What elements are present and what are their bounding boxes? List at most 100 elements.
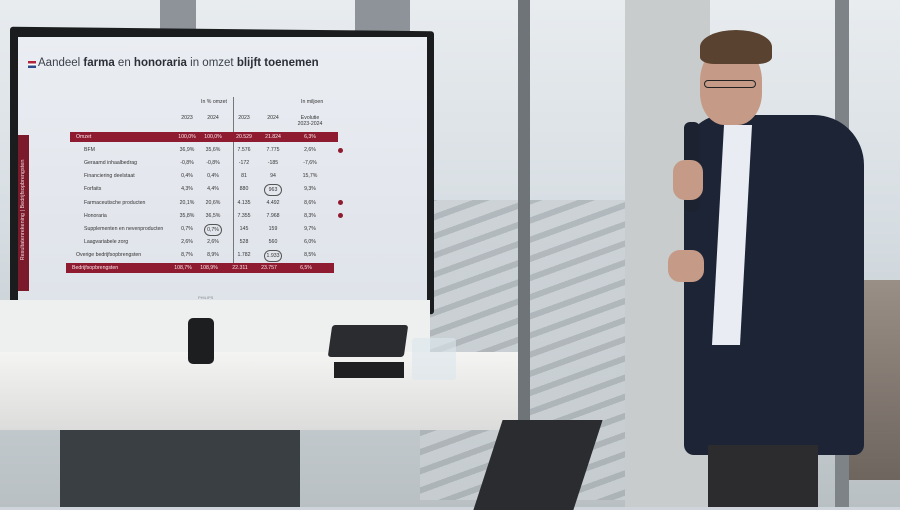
cell-value: 36,9% (179, 147, 195, 154)
window-frame (518, 0, 530, 420)
cell-value: 6,0% (304, 238, 316, 245)
cell-value: 4.492 (266, 199, 280, 206)
cell-value: 963 (264, 184, 282, 197)
cell-value: 15,7% (302, 173, 318, 180)
cell-value: 22.311 (232, 265, 248, 271)
cell-value: 9,7% (304, 225, 316, 232)
table-row: Laagvariabele zorg 2,6% 2,6% 528 560 6,0% (70, 237, 338, 247)
cell-value: 145 (239, 225, 249, 232)
marker-dot (338, 213, 343, 219)
cell-value: -172 (238, 160, 250, 167)
presenter-hair (700, 30, 772, 64)
section-label: Resultatenrekening | Bedrijfsopbrengsten (18, 135, 29, 291)
flag-icon (28, 61, 36, 68)
row-label: Farmaceutische producten (84, 199, 146, 206)
cell-value: 35,6% (205, 147, 221, 154)
cell-value: 81 (241, 173, 247, 180)
presenter-jacket (684, 115, 864, 455)
monitor-brand: PHILIPS (198, 295, 214, 300)
cell-value: 560 (268, 238, 278, 245)
table-row: Financiering deelstaat 0,4% 0,4% 81 94 15,7% (70, 171, 338, 181)
row-label: Omzet (76, 134, 92, 140)
cell-value: 1.782 (237, 251, 251, 258)
cell-value: -0,8% (206, 160, 220, 167)
cell-value: 21.824 (265, 134, 281, 140)
slide-title: Aandeel farma en honoraria in omzet blij… (38, 57, 319, 69)
cell-value: 7.355 (237, 212, 251, 219)
row-label: Geraamd inhaalbedrag (84, 160, 138, 167)
row-label: Bedrijfsopbrengsten (72, 265, 119, 271)
cell-value: 0,7% (204, 223, 222, 236)
cell-value: 7.576 (237, 147, 251, 154)
table-row: Forfaits 4,3% 4,4% 880 963 9,3% (70, 184, 338, 197)
cell-value: 8,9% (207, 251, 219, 258)
table-row: Overige bedrijfsopbrengsten 8,7% 8,9% 1.782… (70, 249, 338, 262)
cell-value: 6,3% (304, 134, 316, 140)
cell-value: 108,7% (174, 265, 192, 271)
cell-value: 8,7% (181, 251, 193, 258)
cell-value: 0,4% (207, 173, 219, 180)
cell-value: 2,6% (304, 147, 316, 154)
cell-value: 880 (239, 186, 249, 193)
water-bottles (412, 338, 456, 380)
cell-value: -185 (267, 160, 279, 167)
header-mio: In miljoen (301, 99, 324, 105)
tablet-stand (334, 362, 404, 378)
desk-base (60, 430, 300, 507)
cell-value: 159 (268, 225, 278, 232)
cell-value: 9,3% (304, 186, 316, 193)
cell-value: 0,4% (181, 173, 193, 180)
glasses (704, 80, 756, 88)
cell-value: 2,6% (181, 238, 193, 245)
table-row: Geraamd inhaalbedrag -0,8% -0,8% -172 -185 -7… (70, 158, 338, 168)
column-header: 2023 (238, 115, 250, 121)
column-header: 2023 (181, 115, 193, 121)
cell-value: 100,0% (178, 134, 196, 140)
cell-value: 2,6% (207, 238, 219, 245)
table-row: Omzet 100,0% 100,0% 20.529 21.824 6,3% (70, 132, 338, 142)
row-label: Honoraria (84, 212, 107, 219)
cell-value: 100,0% (204, 134, 222, 140)
row-label: Financiering deelstaat (84, 173, 135, 180)
table-row: Farmaceutische producten 20,1% 20,6% 4.135 4… (70, 198, 343, 208)
cell-value: 20.529 (236, 134, 252, 140)
presenter-hand (668, 250, 704, 282)
table-row: BFM 36,9% 35,6% 7.576 7.775 2,6% (70, 145, 343, 155)
table-row: Supplementen en nevenproducten 0,7% 0,7% 14… (70, 223, 338, 236)
cell-value: 20,1% (179, 199, 195, 206)
cell-value: 7.968 (266, 212, 280, 219)
cell-value: 36,5% (205, 212, 221, 219)
row-label: Supplementen en nevenproducten (84, 225, 164, 232)
cell-value: 94 (270, 173, 276, 180)
cell-value: 4,3% (181, 186, 193, 193)
row-label: Laagvariabele zorg (84, 238, 129, 245)
row-label: Overige bedrijfsopbrengsten (76, 251, 142, 258)
cell-value: 8,5% (304, 251, 316, 258)
column-headers: 2023 2024 2023 2024 Evolutie 2023-2024 (18, 115, 322, 127)
cell-value: 35,8% (179, 212, 195, 219)
cell-value: 8,3% (304, 212, 316, 219)
table-row: Honoraria 35,8% 36,5% 7.355 7.968 8,3% (70, 211, 343, 221)
divider (233, 97, 234, 267)
cell-value: -0,8% (180, 160, 194, 167)
cell-value: 0,7% (181, 225, 193, 232)
cell-value: 7.775 (266, 147, 280, 154)
cell-value: 4,4% (207, 186, 219, 193)
cell-value: 4.135 (237, 199, 251, 206)
cell-value: 6,5% (300, 265, 312, 271)
cell-value: -7,6% (303, 160, 317, 167)
presenter-legs (708, 445, 818, 507)
row-label: Forfaits (84, 186, 102, 193)
header-pct: In % omzet (201, 99, 227, 105)
column-header: 2024 (207, 115, 219, 121)
cell-value: 8,6% (304, 199, 316, 206)
cell-value: 1.933 (264, 249, 282, 262)
presenter-hand (673, 160, 703, 200)
cell-value: 20,6% (205, 199, 221, 206)
speaker-device (188, 318, 214, 364)
cell-value: 528 (239, 238, 249, 245)
row-label: BFM (84, 147, 95, 154)
cell-value: 108,9% (200, 265, 218, 271)
tablet-device (327, 325, 409, 357)
marker-dot (338, 147, 343, 153)
